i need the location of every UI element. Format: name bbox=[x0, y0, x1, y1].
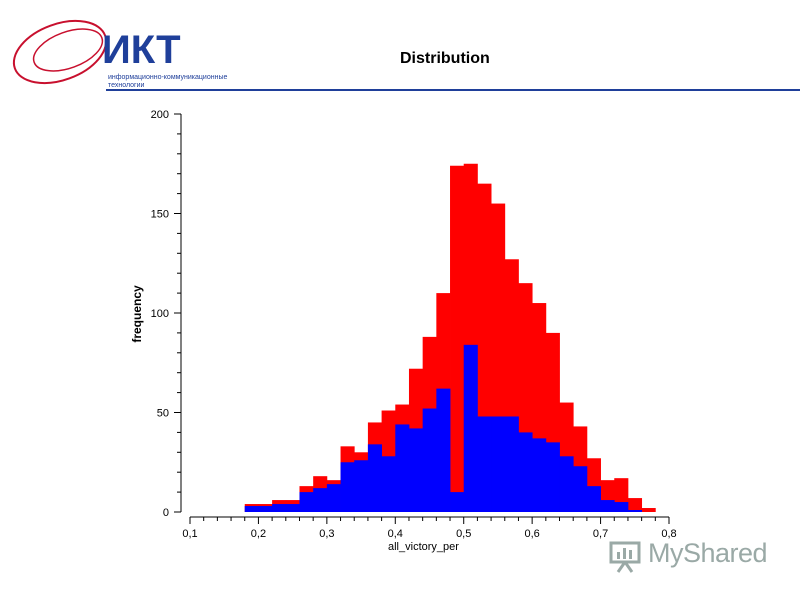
watermark-text: MyShared bbox=[648, 538, 768, 568]
x-tick-label: 0,6 bbox=[524, 528, 539, 540]
histogram-bar bbox=[436, 388, 451, 512]
histogram-bar bbox=[627, 510, 643, 512]
logo-text: ИКТ bbox=[102, 28, 181, 72]
histogram-bar bbox=[326, 484, 341, 512]
y-tick-label: 200 bbox=[151, 109, 169, 121]
histogram-bar bbox=[367, 444, 382, 512]
histogram-bar bbox=[545, 442, 560, 512]
histogram-bar bbox=[244, 506, 259, 512]
histogram-bar bbox=[381, 456, 396, 512]
y-tick-label: 150 bbox=[151, 209, 169, 221]
y-tick-label: 100 bbox=[151, 308, 169, 320]
logo-subtitle-1: информационно-коммуникационные bbox=[108, 74, 227, 81]
x-tick-label: 0,1 bbox=[182, 528, 197, 540]
histogram-bar bbox=[573, 466, 588, 512]
histogram-bar bbox=[463, 344, 478, 512]
histogram-bar bbox=[313, 488, 328, 512]
histogram-bar bbox=[518, 432, 533, 512]
histogram-bar bbox=[504, 416, 519, 512]
x-tick-label: 0,8 bbox=[661, 528, 676, 540]
histogram-bar bbox=[395, 424, 410, 512]
histogram-bar bbox=[340, 462, 355, 512]
histogram-bar bbox=[532, 438, 547, 512]
histogram-bar bbox=[354, 460, 369, 512]
histogram-bar bbox=[299, 492, 314, 512]
logo-swoosh-inner bbox=[32, 28, 104, 72]
slide-title: Distribution bbox=[400, 50, 490, 67]
histogram-bar bbox=[285, 504, 300, 512]
logo-swoosh-outer bbox=[12, 19, 108, 85]
x-tick-label: 0,3 bbox=[319, 528, 334, 540]
x-tick-label: 0,7 bbox=[593, 528, 608, 540]
y-tick-label: 0 bbox=[163, 507, 169, 519]
header-divider bbox=[106, 89, 800, 91]
x-axis-label: all_victory_per bbox=[388, 541, 459, 553]
x-tick-label: 0,2 bbox=[251, 528, 266, 540]
histogram-bar bbox=[600, 500, 615, 512]
histogram-bar bbox=[450, 165, 465, 513]
y-axis-label: frequency bbox=[130, 285, 144, 343]
histogram-bar bbox=[258, 506, 273, 512]
histogram-bar bbox=[559, 456, 574, 512]
slide-header: ИКТ информационно-коммуникационные техно… bbox=[0, 0, 800, 96]
histogram-bar bbox=[422, 408, 437, 512]
series-blue-bars bbox=[244, 344, 643, 512]
histogram-bar bbox=[491, 416, 506, 512]
myshared-watermark: MyShared bbox=[608, 536, 768, 576]
presentation-board-icon bbox=[609, 541, 641, 573]
x-tick-label: 0,4 bbox=[388, 528, 403, 540]
x-tick-label: 0,5 bbox=[456, 528, 471, 540]
histogram-bar bbox=[408, 428, 424, 512]
histogram-bar bbox=[477, 416, 492, 512]
histogram-bar bbox=[586, 486, 601, 512]
histogram-bar bbox=[627, 498, 643, 512]
logo-subtitle-2: технологии bbox=[108, 82, 144, 89]
chart-axes: 0 50 100 150 200 0,1 0,2 0,3 0,4 0,5 0,6 0,7 0,8 bbox=[151, 109, 677, 540]
y-tick-label: 50 bbox=[157, 408, 169, 420]
histogram-bar bbox=[614, 502, 629, 512]
ikt-logo: ИКТ информационно-коммуникационные техно… bbox=[12, 19, 227, 89]
histogram-bar bbox=[272, 504, 287, 512]
histogram-bar bbox=[641, 508, 656, 512]
histogram-bar bbox=[450, 492, 465, 512]
